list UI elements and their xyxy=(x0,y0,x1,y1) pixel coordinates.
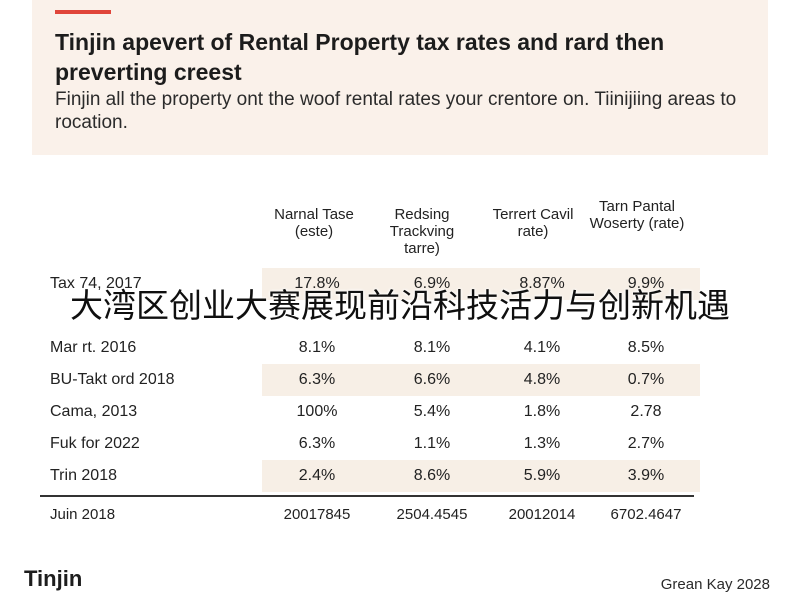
brand-logo-text: Tinjin xyxy=(24,566,83,591)
table-cell: 2.4% xyxy=(298,467,336,484)
table-cell: 1.3% xyxy=(523,435,561,452)
table-cell: 2.78 xyxy=(630,403,662,420)
table-cell: 3.9% xyxy=(627,467,665,484)
table-cell: 6.9% xyxy=(413,275,451,292)
table-row: Mar rt. 2016 8.1% 8.1% 4.1% 8.5% xyxy=(30,332,700,364)
total-label: Juin 2018 xyxy=(50,506,116,523)
page-title: Tinjin apevert of Rental Property tax ra… xyxy=(55,29,665,85)
table-cell: 2.7% xyxy=(627,435,665,452)
table-cell: 5.4% xyxy=(413,403,451,420)
table-cell: 8.87% xyxy=(519,275,565,292)
table-row: Cama, 2013 100% 5.4% 1.8% 2.78 xyxy=(30,396,700,428)
table-cell: 4.1% xyxy=(523,339,561,356)
row-shading xyxy=(262,364,700,396)
table-cell: 6.3% xyxy=(298,435,336,452)
table-cell: 17.8% xyxy=(294,275,340,292)
table-cell: 5.9% xyxy=(523,467,561,484)
page-subtitle: Finjin all the property ont the woof ren… xyxy=(55,89,737,133)
footer-credit: Grean Kay 2028 xyxy=(660,576,770,593)
table-cell: 8.1% xyxy=(413,339,451,356)
header-panel xyxy=(32,0,768,155)
table-cell: 6.3% xyxy=(298,371,336,388)
table-row: Tax 74, 2017 17.8% 6.9% 8.87% 9.9% xyxy=(30,268,700,300)
column-header-1: Narnal Tase (este) xyxy=(274,206,354,240)
table-row: BU-Takt ord 2018 6.3% 6.6% 4.8% 0.7% xyxy=(30,364,700,396)
total-cell: 2504.4545 xyxy=(396,506,468,523)
table-cell: 8.6% xyxy=(413,467,451,484)
row-label: Tax 74, 2017 xyxy=(50,275,142,292)
table-cell: 8.5% xyxy=(627,339,665,356)
table-cell: 4.8% xyxy=(523,371,561,388)
column-header-2: Redsing Trackving tarre) xyxy=(389,206,455,257)
row-label: BU-Takt ord 2018 xyxy=(50,371,175,388)
row-shading xyxy=(262,460,700,492)
table-cell: 6.6% xyxy=(413,371,451,388)
row-label: Cama, 2013 xyxy=(50,403,138,420)
accent-bar xyxy=(55,10,111,14)
row-shading xyxy=(262,268,700,300)
total-cell: 6702.4647 xyxy=(610,506,682,523)
table-cell: 8.1% xyxy=(298,339,336,356)
table-row: Fuk for 2022 6.3% 1.1% 1.3% 2.7% xyxy=(30,428,700,460)
column-header-4: Tarn Pantal Woserty (rate) xyxy=(589,198,685,232)
total-divider xyxy=(40,495,694,497)
table-cell: 100% xyxy=(296,403,338,420)
table-cell: 9.9% xyxy=(627,275,665,292)
total-row: Juin 2018 20017845 2504.4545 20012014 67… xyxy=(30,500,700,530)
column-header-3: Terrert Cavil rate) xyxy=(492,206,574,240)
table-cell: 1.1% xyxy=(413,435,451,452)
row-label: Fuk for 2022 xyxy=(50,435,140,452)
caption-overlay: 大湾区创业大赛展现前沿科技活力与创新机遇 xyxy=(70,286,730,325)
row-label: Mar rt. 2016 xyxy=(50,339,137,356)
total-cell: 20012014 xyxy=(508,506,576,523)
table-cell: 1.8% xyxy=(523,403,561,420)
table-row: Trin 2018 2.4% 8.6% 5.9% 3.9% xyxy=(30,460,700,492)
row-label: Trin 2018 xyxy=(50,467,117,484)
table-cell: 0.7% xyxy=(627,371,665,388)
total-cell: 20017845 xyxy=(283,506,351,523)
